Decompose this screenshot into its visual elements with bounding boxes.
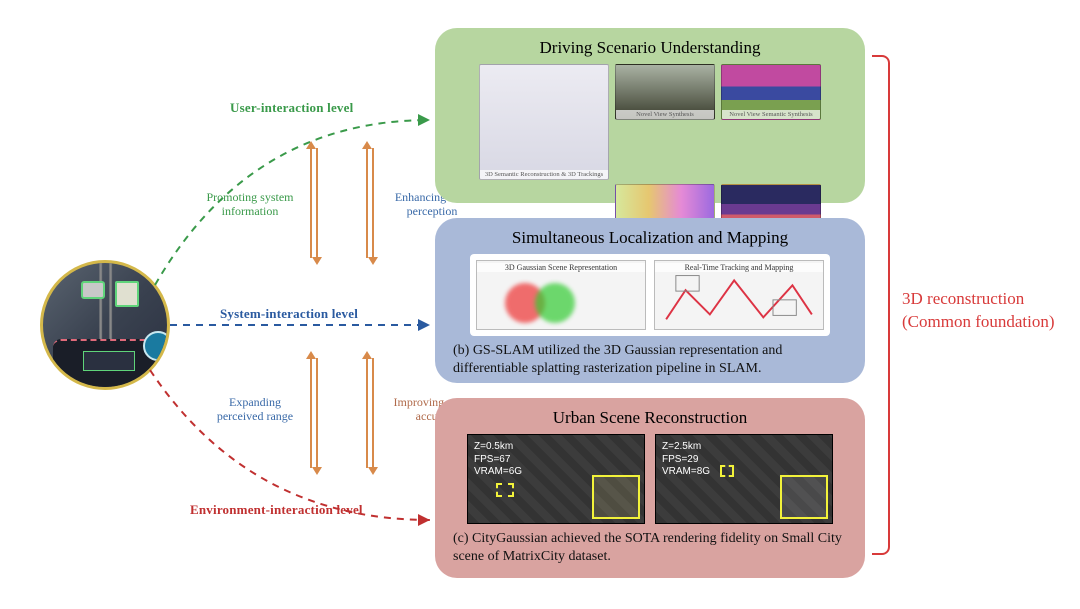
label-promoting: Promoting systeminformation bbox=[200, 190, 300, 219]
arrow-expanding-dn bbox=[316, 358, 318, 468]
hub-speed-badge bbox=[143, 331, 170, 361]
card-driving-title: Driving Scenario Understanding bbox=[453, 38, 847, 58]
arrow-improving-up bbox=[366, 358, 368, 468]
hub-dashboard bbox=[53, 339, 157, 387]
right-annotation-line1: 3D reconstruction bbox=[902, 288, 1055, 311]
gaussian-green bbox=[535, 283, 575, 323]
env-level-label: Environment-interaction level bbox=[190, 502, 363, 518]
slam-figure: 3D Gaussian Scene Representation Real-Ti… bbox=[470, 254, 830, 336]
thumb-semantic-synth: Novel View Semantic Synthesis bbox=[721, 64, 821, 120]
urban-roi-small-0 bbox=[496, 483, 514, 497]
card-urban: Urban Scene Reconstruction Z=0.5km FPS=6… bbox=[435, 398, 865, 578]
card-slam: Simultaneous Localization and Mapping 3D… bbox=[435, 218, 865, 383]
arrow-promoting-dn bbox=[316, 148, 318, 258]
urban-roi-small-1 bbox=[720, 465, 734, 477]
card-slam-caption: (b) GS-SLAM utilized the 3D Gaussian rep… bbox=[453, 342, 847, 377]
urban-stats-0: Z=0.5km FPS=67 VRAM=6G bbox=[474, 441, 522, 479]
system-level-label: System-interaction level bbox=[220, 306, 358, 322]
right-annotation: 3D reconstruction (Common foundation) bbox=[902, 288, 1055, 334]
thumb-3d-semantic: 3D Semantic Reconstruction & 3D Tracking… bbox=[479, 64, 609, 180]
slam-panel-representation: 3D Gaussian Scene Representation bbox=[476, 260, 646, 330]
arrow-enhancing-dn bbox=[372, 148, 374, 258]
hub-image bbox=[40, 260, 170, 390]
hub-car-right bbox=[115, 281, 139, 307]
card-slam-title: Simultaneous Localization and Mapping bbox=[453, 228, 847, 248]
thumb-novel-view: Novel View Synthesis bbox=[615, 64, 715, 120]
label-expanding: Expandingperceived range bbox=[210, 395, 300, 424]
urban-img-far: Z=2.5km FPS=29 VRAM=8G bbox=[655, 434, 833, 524]
card-urban-title: Urban Scene Reconstruction bbox=[453, 408, 847, 428]
arrow-improving-dn bbox=[372, 358, 374, 468]
bracket-right bbox=[872, 55, 890, 555]
arrow-expanding-up bbox=[310, 358, 312, 468]
card-urban-caption: (c) CityGaussian achieved the SOTA rende… bbox=[453, 530, 847, 565]
hub-car-left bbox=[81, 281, 105, 299]
urban-roi-zoom-1 bbox=[780, 475, 828, 519]
right-annotation-line2: (Common foundation) bbox=[902, 311, 1055, 334]
user-level-label: User-interaction level bbox=[230, 100, 353, 116]
arrow-enhancing-up bbox=[366, 148, 368, 258]
slam-panel-tracking: Real-Time Tracking and Mapping bbox=[654, 260, 824, 330]
arrow-promoting-up bbox=[310, 148, 312, 258]
urban-img-near: Z=0.5km FPS=67 VRAM=6G bbox=[467, 434, 645, 524]
urban-stats-1: Z=2.5km FPS=29 VRAM=8G bbox=[662, 441, 710, 479]
card-driving: Driving Scenario Understanding 3D Semant… bbox=[435, 28, 865, 203]
urban-roi-zoom-0 bbox=[592, 475, 640, 519]
